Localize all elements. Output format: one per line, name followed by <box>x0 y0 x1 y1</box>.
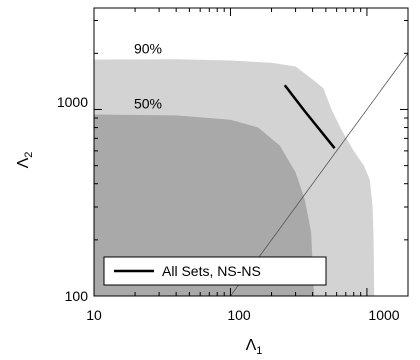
legend: All Sets, NS-NS <box>103 256 327 286</box>
y-axis-label-main: Λ <box>15 157 32 168</box>
axis-ticks <box>93 8 409 297</box>
y-tick-label-1000: 1000 <box>57 94 88 110</box>
region-50-percent <box>94 114 315 296</box>
y-tick-label-100: 100 <box>65 288 89 304</box>
equal-lambda-line <box>230 53 408 296</box>
x-tick-label-100: 100 <box>227 307 251 323</box>
x-axis-label-main: Λ <box>246 337 257 354</box>
x-tick-label-1000: 1000 <box>368 307 399 323</box>
series-line-all-sets-ns-ns <box>283 84 336 149</box>
region-label-50-percent: 50% <box>134 95 162 111</box>
x-tick-label-10: 10 <box>86 307 102 323</box>
x-axis-label: Λ1 <box>246 337 263 357</box>
legend-entry-all-sets-ns-ns: All Sets, NS-NS <box>162 263 261 279</box>
plot-frame <box>93 7 409 297</box>
region-label-90-percent: 90% <box>134 41 162 57</box>
y-axis-label-subscript: 2 <box>23 152 35 158</box>
y-axis-label: Λ2 <box>15 152 35 169</box>
x-axis-label-subscript: 1 <box>256 345 262 357</box>
